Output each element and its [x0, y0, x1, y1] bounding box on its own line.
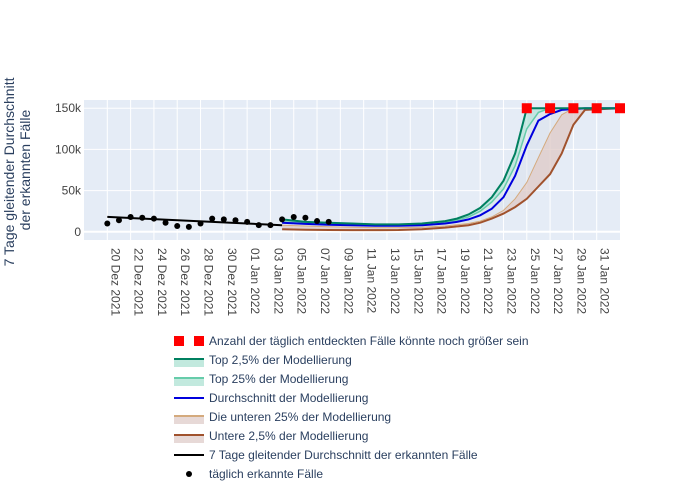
daily-case-point — [255, 222, 262, 229]
capped-case-marker — [545, 103, 556, 114]
daily-case-point — [150, 215, 157, 222]
y-tick-label: 150k — [55, 101, 82, 115]
daily-case-point — [325, 218, 332, 225]
capped-case-marker — [591, 103, 602, 114]
legend-label: Durchschnitt der Modellierung — [209, 391, 368, 405]
legend: Anzahl der täglich entdeckten Fälle könn… — [174, 334, 529, 481]
legend-symbol-capped — [174, 336, 184, 346]
capped-case-marker — [615, 103, 625, 114]
y-axis-label-line-1: 7 Tage gleitender Durchschnitt — [1, 77, 17, 266]
legend-label: 7 Tage gleitender Durchschnitt der erkan… — [209, 448, 478, 462]
x-tick-label: 24 Dez 2021 — [155, 248, 169, 316]
legend-symbol-fill — [174, 435, 204, 443]
x-tick-label: 29 Jan 2022 — [574, 248, 588, 314]
line-top-2-5 — [281, 107, 620, 226]
legend-symbol-dot — [186, 471, 192, 477]
x-tick-label: 30 Dez 2021 — [225, 248, 239, 316]
x-tick-label: 03 Jan 2022 — [271, 248, 285, 314]
daily-case-point — [127, 213, 134, 220]
y-axis-label: 7 Tage gleitender Durchschnitt der erkan… — [1, 74, 33, 267]
legend-label: Untere 2,5% der Modellierung — [209, 429, 368, 443]
capped-case-marker — [521, 103, 532, 114]
x-tick-label: 28 Dez 2021 — [202, 248, 216, 316]
daily-case-point — [209, 215, 216, 222]
legend-symbol-capped — [194, 336, 204, 346]
daily-case-point — [115, 217, 122, 224]
x-tick-label: 09 Jan 2022 — [341, 248, 355, 314]
legend-label: Top 2,5% der Modellierung — [209, 353, 352, 367]
legend-symbol-fill — [174, 378, 204, 386]
daily-case-point — [302, 214, 309, 221]
y-axis: 0 50k 100k 150k — [55, 101, 82, 239]
x-tick-label: 31 Jan 2022 — [598, 248, 612, 314]
daily-case-point — [314, 218, 321, 225]
x-tick-label: 11 Jan 2022 — [365, 248, 379, 313]
x-tick-label: 19 Jan 2022 — [458, 248, 472, 314]
band-middle-fill — [282, 108, 620, 228]
y-tick-label: 100k — [55, 142, 82, 156]
capped-case-marker — [568, 103, 579, 114]
daily-case-point — [162, 219, 169, 226]
daily-case-point — [104, 220, 111, 227]
daily-case-point — [139, 214, 146, 221]
daily-case-point — [174, 223, 181, 229]
line-bottom-25 — [282, 107, 620, 229]
daily-case-point — [290, 213, 297, 220]
x-tick-label: 27 Jan 2022 — [551, 248, 565, 314]
x-tick-label: 15 Jan 2022 — [411, 248, 425, 314]
legend-label: Top 25% der Modellierung — [209, 372, 348, 386]
x-axis: 20 Dez 2021 22 Dez 2021 24 Dez 2021 26 Dez … — [108, 248, 611, 316]
legend-label: täglich erkannte Fälle — [209, 467, 323, 481]
line-mean — [282, 107, 620, 227]
x-tick-label: 25 Jan 2022 — [528, 248, 542, 314]
legend-label: Die unteren 25% der Modellierung — [209, 410, 391, 424]
x-tick-label: 13 Jan 2022 — [388, 248, 402, 314]
daily-case-point — [220, 216, 227, 223]
grid-lines — [84, 100, 620, 240]
legend-label: Anzahl der täglich entdeckten Fälle könn… — [209, 334, 529, 348]
y-tick-label: 0 — [74, 225, 81, 239]
daily-case-point — [197, 220, 204, 227]
daily-case-point — [279, 216, 286, 223]
series-markers — [104, 103, 625, 230]
x-tick-label: 22 Dez 2021 — [132, 248, 146, 316]
x-tick-label: 17 Jan 2022 — [435, 248, 449, 314]
x-tick-label: 20 Dez 2021 — [108, 248, 122, 316]
daily-case-point — [232, 217, 239, 224]
x-tick-label: 07 Jan 2022 — [318, 248, 332, 314]
line-bottom-2-5 — [282, 107, 621, 232]
x-tick-label: 26 Dez 2021 — [178, 248, 192, 316]
legend-symbol-fill — [174, 416, 204, 424]
line-moving-average — [107, 215, 283, 227]
y-axis-label-line-2: der erkannten Fälle — [17, 109, 33, 230]
daily-case-point — [244, 218, 251, 225]
x-tick-label: 23 Jan 2022 — [505, 248, 519, 314]
y-tick-label: 50k — [62, 184, 82, 198]
daily-case-point — [185, 223, 192, 230]
x-tick-label: 05 Jan 2022 — [295, 248, 309, 314]
daily-case-point — [267, 222, 274, 229]
legend-symbol-fill — [174, 359, 204, 367]
x-tick-label: 21 Jan 2022 — [481, 248, 495, 314]
x-tick-label: 01 Jan 2022 — [248, 248, 262, 314]
